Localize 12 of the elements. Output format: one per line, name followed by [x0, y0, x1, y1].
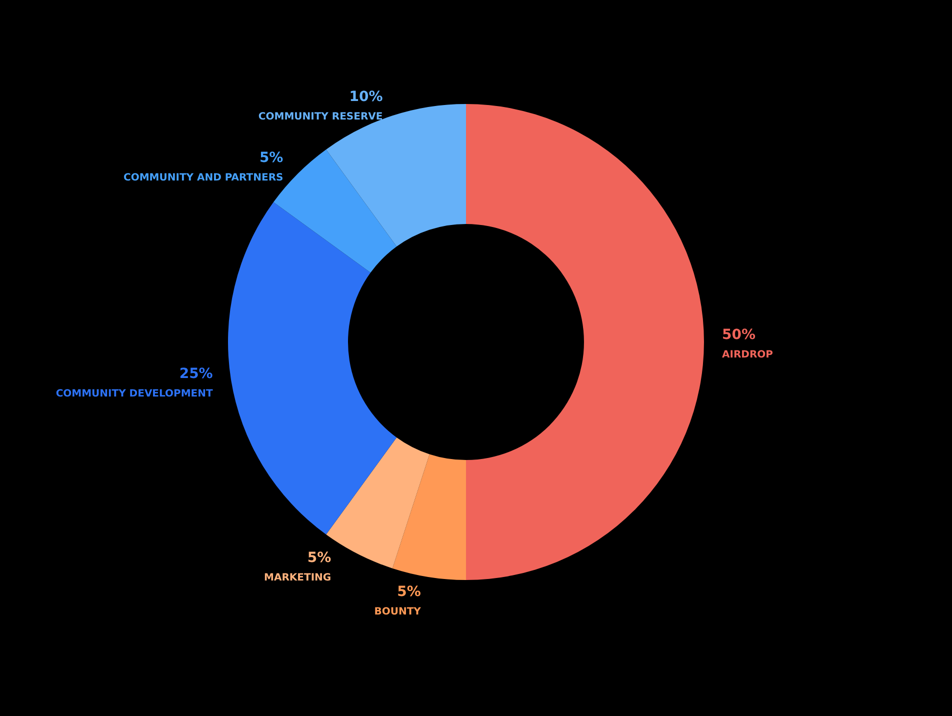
slice-label: AIRDROP [722, 350, 773, 360]
slice-label: COMMUNITY DEVELOPMENT [56, 388, 214, 400]
slice-label: MARKETING [264, 572, 332, 584]
data-label: 10% [349, 89, 383, 106]
slice-label: BOUNTY [374, 606, 422, 618]
data-label: 5% [397, 584, 421, 600]
data-label: 5% [307, 550, 332, 566]
slice-label: COMMUNITY AND PARTNERS [124, 172, 284, 184]
data-label: 50% [722, 327, 756, 343]
slice-label: COMMUNITY RESERVE [258, 112, 383, 123]
data-label: 25% [179, 366, 213, 382]
data-label: 5% [259, 150, 284, 166]
